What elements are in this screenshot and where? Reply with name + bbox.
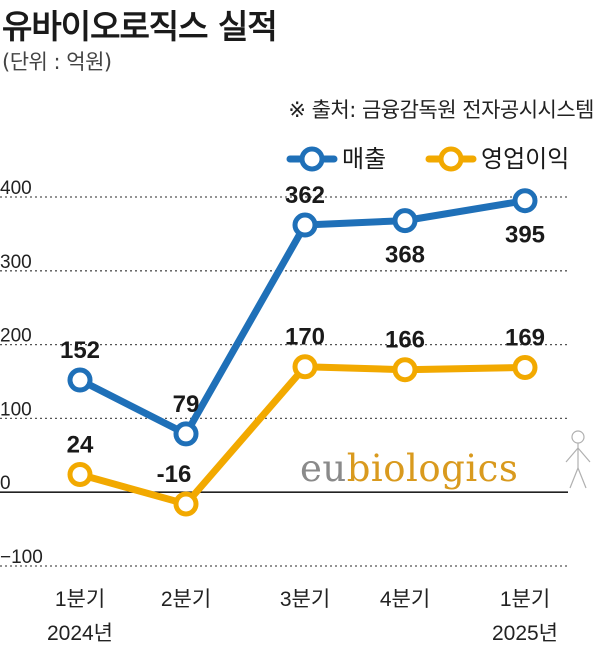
x-tick-label-line: 4분기 [380, 588, 430, 611]
data-label: 395 [505, 222, 545, 249]
x-tick-label: 3분기 [280, 588, 330, 611]
data-point [392, 208, 418, 234]
data-point [67, 367, 93, 393]
legend-label: 매출 [342, 145, 386, 173]
x-tick-label-line: 3분기 [280, 588, 330, 611]
unit-label: (단위 : 억원) [2, 50, 112, 74]
x-tick-label-line: 2025년 [492, 622, 558, 645]
logo-text-biologics: biologics [347, 447, 519, 490]
x-tick-label-line: 2024년 [47, 622, 113, 645]
data-point [392, 357, 418, 383]
y-tick-label: 300 [0, 252, 32, 273]
data-point [292, 354, 318, 380]
x-tick-label-line: 2분기 [161, 588, 211, 611]
data-label: 79 [173, 391, 200, 418]
data-point [173, 421, 199, 447]
human-figure-icon [565, 430, 591, 489]
y-tick-label: −100 [0, 547, 43, 568]
legend: 매출 영업이익 [286, 145, 569, 173]
data-point [173, 491, 199, 517]
x-tick-label: 1분기 2024년 [47, 588, 113, 645]
data-label: 166 [385, 327, 425, 354]
eubiologics-logo: eubiologics [300, 430, 591, 490]
x-tick-label: 4분기 [380, 588, 430, 611]
data-point [512, 354, 538, 380]
x-axis-ticks: 1분기 2024년 2분기 3분기 4분기 1분기 2025년 [47, 588, 558, 645]
data-label: 362 [285, 182, 325, 209]
data-label: -16 [157, 461, 192, 488]
svg-text:eubiologics: eubiologics [300, 447, 518, 490]
x-tick-label: 1분기 2025년 [492, 588, 558, 645]
legend-swatch-marker [299, 146, 325, 172]
data-label: 169 [505, 324, 545, 351]
y-tick-label: 0 [0, 473, 11, 494]
data-label: 24 [67, 431, 94, 458]
data-point [292, 212, 318, 238]
y-axis-ticks: 400 300 200 100 0 −100 [0, 178, 43, 568]
data-point [67, 461, 93, 487]
data-point [512, 188, 538, 214]
data-labels: 152 79 362 368 395 24 -16 170 166 169 [60, 182, 545, 488]
x-tick-label: 2분기 [161, 588, 211, 611]
data-label: 152 [60, 337, 100, 364]
legend-swatch-marker [438, 146, 464, 172]
data-label: 170 [285, 324, 325, 351]
source-note: ※ 출처: 금융감독원 전자공시시스템 [288, 98, 594, 122]
data-label: 368 [385, 242, 425, 269]
grid-lines [0, 196, 568, 567]
logo-text-eu: eu [300, 447, 347, 490]
x-tick-label-line: 1분기 [55, 588, 105, 611]
chart-title: 유바이오로직스 실적 [2, 7, 278, 46]
series-layer [67, 188, 538, 517]
y-tick-label: 400 [0, 178, 32, 199]
y-tick-label: 100 [0, 399, 32, 420]
legend-label: 영업이익 [481, 145, 569, 173]
y-tick-label: 200 [0, 326, 32, 347]
x-tick-label-line: 1분기 [500, 588, 550, 611]
